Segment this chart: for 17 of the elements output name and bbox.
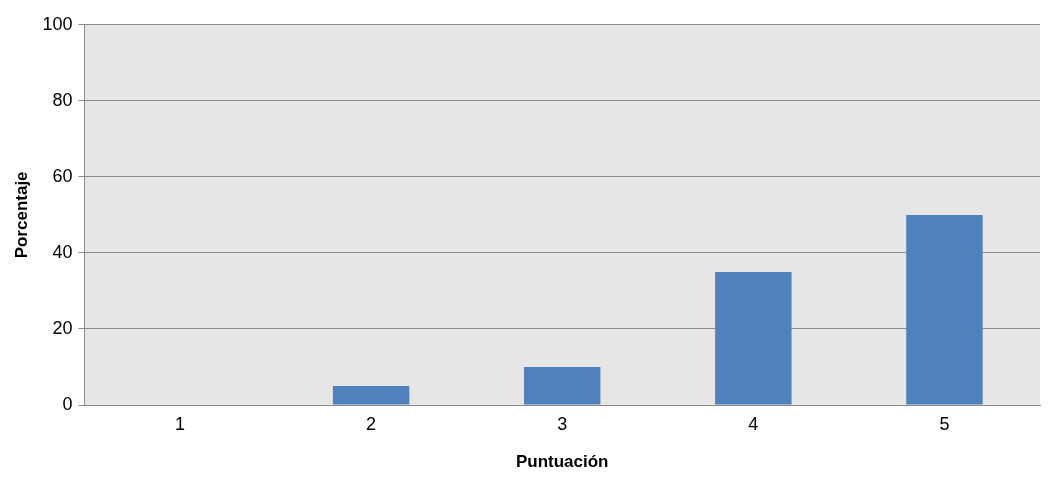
x-tick-label: 5: [939, 413, 950, 434]
y-tick-label: 60: [52, 165, 73, 186]
y-tick-label: 20: [52, 317, 73, 338]
bar: [523, 366, 601, 405]
x-tick-label: 1: [174, 413, 185, 434]
y-tick-label: 80: [52, 89, 73, 110]
bar: [332, 385, 410, 405]
y-tick-label: 0: [62, 393, 73, 414]
x-tick-label: 3: [557, 413, 568, 434]
y-tick-label: 100: [42, 13, 73, 34]
x-tick-label: 4: [748, 413, 759, 434]
x-axis-title: Puntuación: [515, 452, 609, 472]
bar: [715, 271, 792, 405]
y-tick-label: 40: [52, 241, 73, 262]
y-axis-title: Porcentaje: [11, 171, 31, 259]
bar: [906, 214, 983, 405]
x-tick-label: 2: [366, 413, 377, 434]
